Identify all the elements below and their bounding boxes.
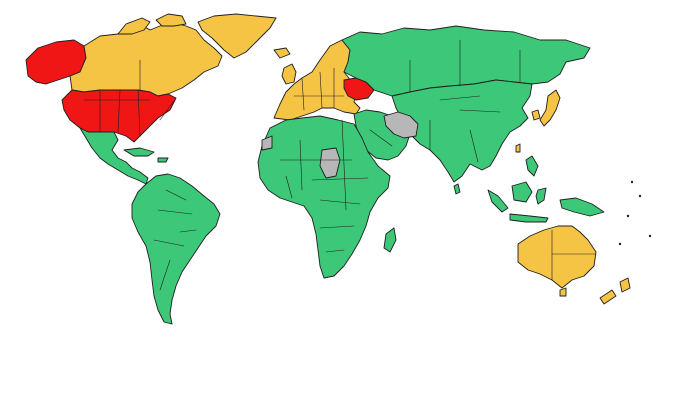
region-russia <box>341 25 591 97</box>
region-australia <box>517 225 597 289</box>
region-iran <box>383 111 419 139</box>
region-new-zealand-south <box>599 289 617 305</box>
region-new-guinea <box>559 197 605 217</box>
region-philippines <box>525 155 539 177</box>
region-taiwan <box>515 143 521 153</box>
region-mexico-central-america <box>79 127 149 185</box>
region-canada-arctic-islands <box>117 17 151 35</box>
pacific-islands <box>618 180 652 246</box>
region-hispaniola <box>157 157 169 163</box>
region-british-isles <box>281 63 297 85</box>
region-south-america <box>131 173 221 325</box>
region-canada <box>69 21 223 97</box>
country-borders <box>83 39 597 291</box>
region-indonesia-java <box>509 213 549 223</box>
region-indonesia-sumatra <box>487 189 509 213</box>
region-europe <box>273 39 361 121</box>
region-indonesia-borneo <box>511 181 533 203</box>
region-sri-lanka <box>453 183 461 195</box>
region-chad <box>319 147 341 179</box>
region-cuba <box>123 147 155 157</box>
region-greenland <box>197 13 277 59</box>
region-africa <box>257 115 391 279</box>
region-western-sahara <box>261 135 273 151</box>
region-tasmania <box>559 287 567 297</box>
region-indonesia-sulawesi <box>535 187 547 205</box>
region-asia <box>391 79 533 183</box>
region-canada-arctic-islands-2 <box>155 13 187 27</box>
region-south-korea <box>531 109 541 121</box>
region-iceland <box>273 47 291 59</box>
region-japan <box>539 89 561 127</box>
region-new-zealand-north <box>619 277 631 293</box>
region-madagascar <box>383 227 397 253</box>
